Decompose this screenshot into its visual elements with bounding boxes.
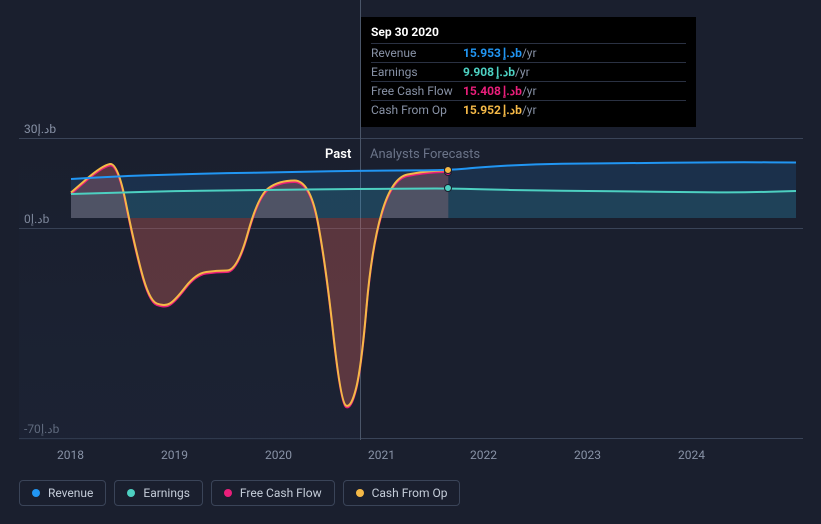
- legend-item-earnings[interactable]: Earnings: [114, 480, 203, 506]
- x-tick-label: 2020: [265, 448, 292, 462]
- legend-label: Cash From Op: [372, 486, 448, 500]
- tooltip-row-unit: د.إb: [503, 103, 522, 117]
- tooltip-row-unit: د.إb: [503, 46, 522, 60]
- x-tick-label: 2021: [368, 448, 395, 462]
- tooltip-row-suffix: /yr: [522, 46, 537, 60]
- tooltip-row-suffix: /yr: [522, 84, 537, 98]
- legend-dot: [356, 489, 364, 497]
- tooltip-row-suffix: /yr: [515, 65, 530, 79]
- legend: Revenue Earnings Free Cash Flow Cash From O…: [19, 480, 460, 506]
- earnings-marker: [444, 184, 452, 192]
- legend-item-free_cash_flow[interactable]: Free Cash Flow: [211, 480, 335, 506]
- tooltip-date: Sep 30 2020: [371, 25, 686, 43]
- tooltip-row-value: 15.953: [463, 46, 501, 60]
- legend-label: Revenue: [48, 486, 93, 500]
- legend-item-revenue[interactable]: Revenue: [19, 480, 106, 506]
- legend-label: Free Cash Flow: [240, 486, 322, 500]
- x-tick-label: 2019: [161, 448, 188, 462]
- x-tick-label: 2022: [470, 448, 497, 462]
- tooltip-row: Cash From Op15.952د.إb /yr: [371, 100, 686, 119]
- legend-dot: [224, 489, 232, 497]
- tooltip-row-value: 15.952: [463, 103, 501, 117]
- tooltip-row-label: Cash From Op: [371, 103, 463, 117]
- tooltip-row: Earnings9.908د.إb /yr: [371, 62, 686, 81]
- tooltip-row-unit: د.إb: [496, 65, 515, 79]
- tooltip-row-value: 15.408: [463, 84, 501, 98]
- legend-label: Earnings: [143, 486, 190, 500]
- x-tick-label: 2018: [57, 448, 84, 462]
- tooltip-row-value: 9.908: [463, 65, 494, 79]
- tooltip-row-label: Revenue: [371, 46, 463, 60]
- tooltip-row-suffix: /yr: [522, 103, 537, 117]
- chart-plot[interactable]: [19, 128, 803, 440]
- cash_from_op-marker: [444, 166, 452, 174]
- x-tick-label: 2023: [574, 448, 601, 462]
- tooltip-row: Revenue15.953د.إb /yr: [371, 43, 686, 62]
- legend-dot: [127, 489, 135, 497]
- legend-dot: [32, 489, 40, 497]
- tooltip-row-label: Free Cash Flow: [371, 84, 463, 98]
- tooltip-row-label: Earnings: [371, 65, 463, 79]
- x-tick-label: 2024: [678, 448, 705, 462]
- tooltip-row-unit: د.إb: [503, 84, 522, 98]
- tooltip-row: Free Cash Flow15.408د.إb /yr: [371, 81, 686, 100]
- tooltip: Sep 30 2020 Revenue15.953د.إb /yrEarning…: [361, 17, 696, 127]
- legend-item-cash_from_op[interactable]: Cash From Op: [343, 480, 461, 506]
